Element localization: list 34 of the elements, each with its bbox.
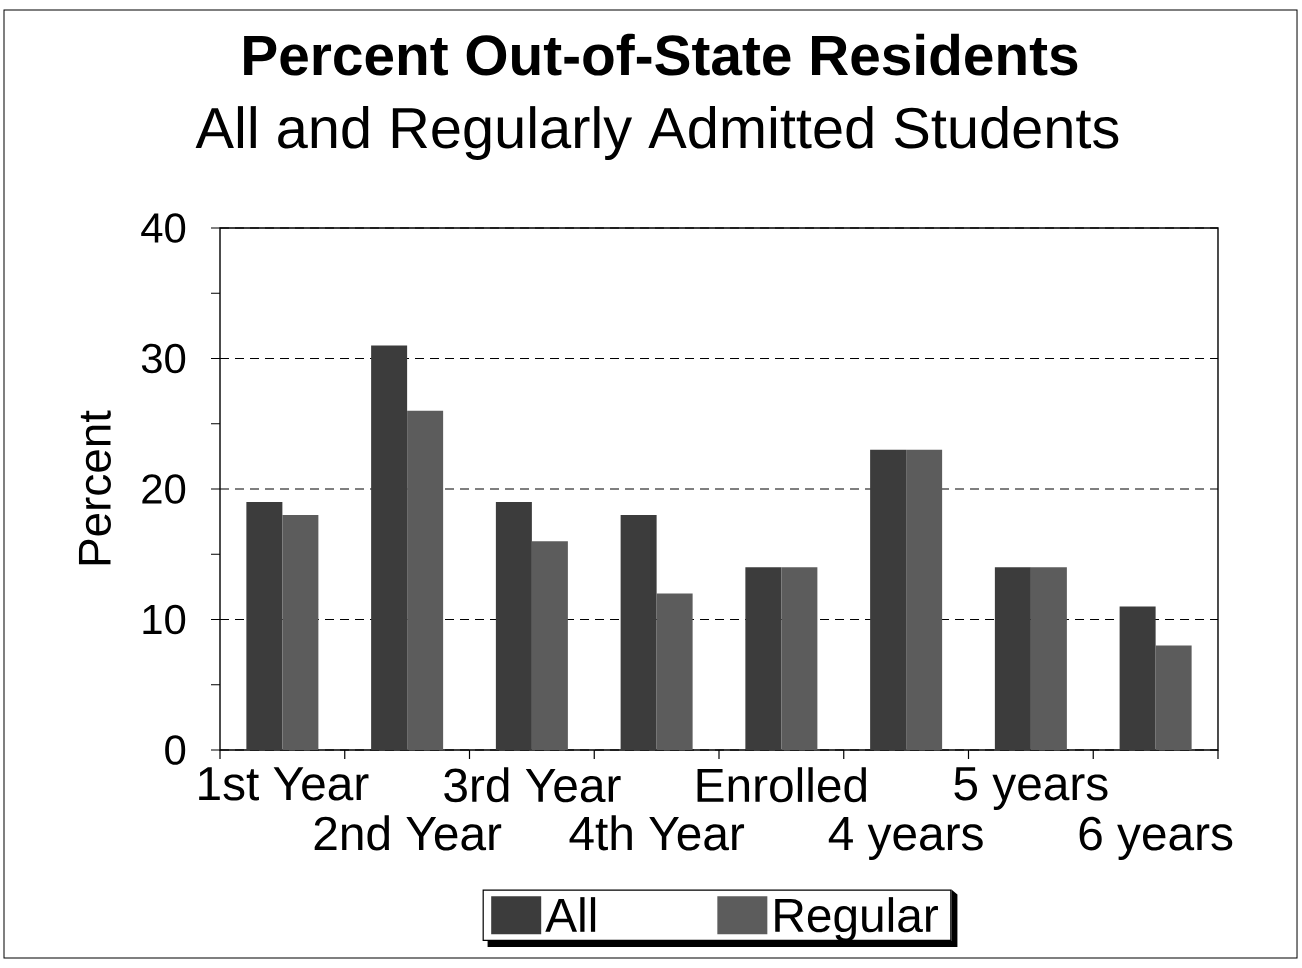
- x-tick-label: 2nd Year: [314, 815, 502, 851]
- bar: [870, 449, 907, 750]
- x-tick-label: 4 years: [828, 817, 983, 860]
- x-tick-label: 1st Year: [199, 767, 369, 801]
- y-tick-label: 30: [141, 343, 186, 374]
- x-tick-label: 4th Year: [569, 815, 745, 851]
- bar: [656, 593, 693, 750]
- x-tick-label: 6 years: [1079, 816, 1233, 860]
- bar: [781, 567, 818, 750]
- x-tick-label: 5 years: [954, 767, 1108, 811]
- bar: [906, 449, 943, 750]
- y-tick-label: 20: [142, 474, 186, 504]
- y-tick-label: 40: [141, 213, 186, 243]
- bar: [1030, 567, 1067, 750]
- bar: [407, 410, 444, 750]
- bar: [620, 515, 657, 750]
- legend-label: Regular: [775, 897, 938, 942]
- bar: [246, 502, 283, 750]
- bar: [745, 567, 782, 750]
- y-tick-label: 0: [165, 735, 186, 765]
- y-axis-title: Percent: [78, 410, 111, 565]
- bar: [282, 515, 319, 750]
- bar: [531, 541, 568, 750]
- bar: [371, 345, 408, 750]
- x-tick-label: 3rd Year: [444, 767, 621, 803]
- chart-title: Percent Out-of-State Residents: [244, 33, 1078, 76]
- legend-label: All: [545, 897, 596, 932]
- y-tick-label: 10: [143, 604, 186, 635]
- chart-subtitle: All and Regularly Admitted Students: [195, 106, 1119, 160]
- bar: [1119, 606, 1156, 750]
- bar: [994, 567, 1031, 750]
- bar: [1155, 645, 1192, 750]
- x-tick-label: Enrolled: [697, 767, 866, 803]
- bar: [495, 502, 532, 750]
